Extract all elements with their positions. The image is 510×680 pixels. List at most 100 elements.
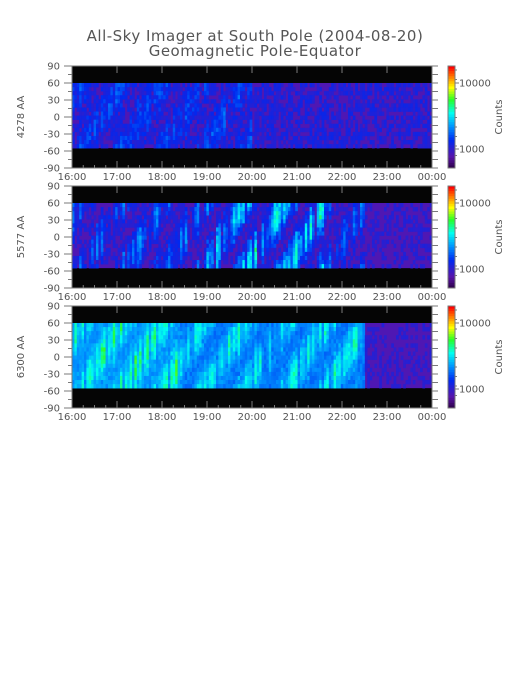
heatmap-cell <box>256 343 260 348</box>
heatmap-cell <box>242 247 246 253</box>
heatmap-cell <box>285 211 289 216</box>
heatmap-cell <box>300 255 303 261</box>
heatmap-cell <box>148 235 152 240</box>
heatmap-cell <box>261 103 265 108</box>
heatmap-cell <box>242 203 246 208</box>
heatmap-cell <box>187 355 190 360</box>
heatmap-cell <box>417 99 421 104</box>
heatmap-cell <box>343 235 346 240</box>
heatmap-cell <box>249 115 253 120</box>
heatmap-cell <box>331 123 334 129</box>
heatmap-cell <box>309 127 313 133</box>
heatmap-cell <box>153 203 157 208</box>
heatmap-cell <box>225 87 229 92</box>
heatmap-cell <box>384 123 387 129</box>
heatmap-cell <box>86 99 90 104</box>
heatmap-cell <box>259 255 262 261</box>
heatmap-cell <box>151 123 154 129</box>
heatmap-cell <box>333 231 337 236</box>
heatmap-cell <box>384 223 387 228</box>
heatmap-cell <box>352 243 356 249</box>
heatmap-cell <box>400 87 404 92</box>
heatmap-cell <box>283 91 286 96</box>
heatmap-cell <box>103 331 106 336</box>
heatmap-cell <box>216 131 219 137</box>
heatmap-cell <box>199 115 202 120</box>
heatmap-cell <box>316 251 320 257</box>
heatmap-cell <box>348 91 351 96</box>
heatmap-cell <box>280 207 284 212</box>
heatmap-cell <box>151 380 154 385</box>
heatmap-cell <box>369 219 373 224</box>
heatmap-cell <box>201 375 205 381</box>
heatmap-cell <box>168 380 171 385</box>
heatmap-cell <box>103 380 106 385</box>
heatmap-cell <box>268 144 272 149</box>
heatmap-cell <box>132 119 135 125</box>
heatmap-cell <box>112 375 116 381</box>
heatmap-cell <box>268 123 272 129</box>
heatmap-cell <box>319 107 322 112</box>
heatmap-cell <box>201 235 205 240</box>
heatmap-cell <box>247 363 250 369</box>
heatmap-cell <box>160 251 164 257</box>
heatmap-cell <box>76 355 80 360</box>
heatmap-cell <box>345 223 349 228</box>
heatmap-cell <box>285 223 289 228</box>
heatmap-cell <box>223 223 226 228</box>
heatmap-cell <box>88 215 92 220</box>
heatmap-cell <box>163 327 166 332</box>
heatmap-cell <box>201 363 205 369</box>
heatmap-cell <box>266 215 270 220</box>
heatmap-cell <box>264 207 267 212</box>
heatmap-cell <box>88 255 92 261</box>
heatmap-cell <box>405 91 409 96</box>
colorbar-segment <box>448 249 455 253</box>
heatmap-cell <box>213 91 217 96</box>
heatmap-cell <box>172 111 176 116</box>
heatmap-cell <box>242 243 246 249</box>
heatmap-cell <box>340 91 344 96</box>
heatmap-cell <box>84 99 87 104</box>
heatmap-cell <box>300 99 303 104</box>
heatmap-cell <box>216 363 219 369</box>
heatmap-cell <box>249 231 253 236</box>
heatmap-cell <box>165 331 169 336</box>
heatmap-cell <box>120 107 123 112</box>
heatmap-cell <box>79 339 82 344</box>
heatmap-cell <box>225 375 229 381</box>
heatmap-cell <box>321 243 325 249</box>
heatmap-cell <box>242 103 246 108</box>
heatmap-cell <box>158 99 162 104</box>
heatmap-cell <box>403 91 406 96</box>
heatmap-cell <box>295 119 298 125</box>
heatmap-cell <box>429 219 433 224</box>
heatmap-cell <box>268 99 272 104</box>
heatmap-cell <box>120 103 123 108</box>
heatmap-cell <box>110 83 114 88</box>
heatmap-cell <box>223 235 226 240</box>
heatmap-cell <box>124 384 128 389</box>
heatmap-cell <box>148 223 152 228</box>
heatmap-cell <box>280 103 284 108</box>
heatmap-cell <box>247 247 250 253</box>
heatmap-cell <box>336 227 339 232</box>
heatmap-cell <box>304 83 308 88</box>
heatmap-cell <box>132 363 135 369</box>
heatmap-cell <box>302 127 306 133</box>
heatmap-cell <box>127 343 130 348</box>
heatmap-cell <box>175 347 178 352</box>
heatmap-cell <box>98 247 102 253</box>
heatmap-cell <box>362 127 366 133</box>
heatmap-cell <box>105 339 109 344</box>
heatmap-cell <box>249 239 253 245</box>
heatmap-cell <box>180 211 183 216</box>
heatmap-cell <box>321 247 325 253</box>
heatmap-cell <box>232 327 236 332</box>
heatmap-cell <box>129 367 133 373</box>
colorbar-segment <box>448 66 455 69</box>
heatmap-cell <box>216 103 219 108</box>
heatmap-cell <box>93 87 97 92</box>
heatmap-cell <box>76 219 80 224</box>
